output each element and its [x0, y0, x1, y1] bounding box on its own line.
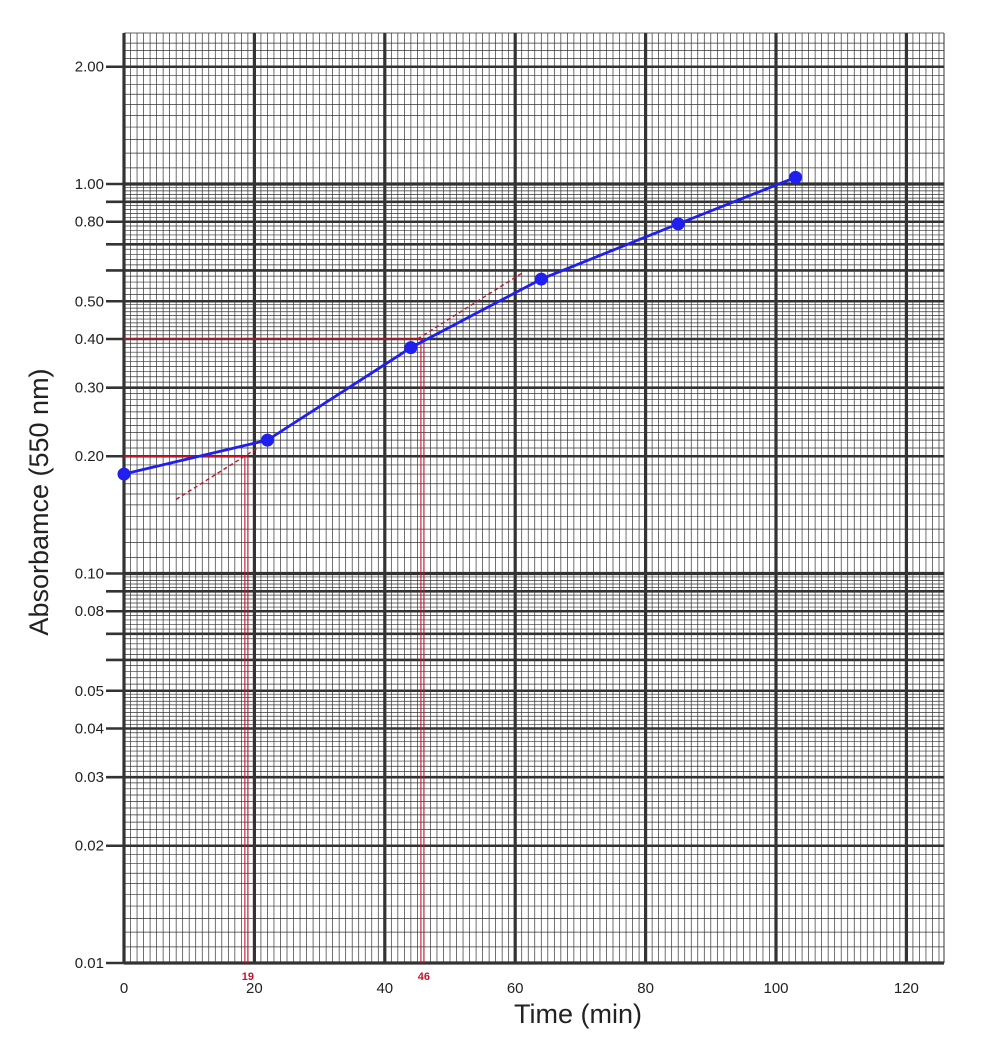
x-tick-label: 0 — [120, 980, 128, 997]
grid — [122, 32, 945, 965]
y-tick-label: 0.50 — [75, 293, 104, 310]
x-axis-title: Time (min) — [514, 999, 642, 1029]
x-tick-label: 80 — [637, 980, 654, 997]
y-tick-label: 0.20 — [75, 448, 104, 465]
x-tick-label: 60 — [507, 980, 524, 997]
x-tick-label: 100 — [763, 980, 788, 997]
y-tick-label: 0.80 — [75, 214, 104, 231]
y-tick-label: 0.40 — [75, 331, 104, 348]
annotation-label: 46 — [418, 971, 430, 983]
series-group — [117, 170, 803, 481]
tangent-dashed-line — [175, 447, 259, 500]
data-point — [789, 170, 803, 184]
annotation-lines — [124, 272, 523, 963]
y-axis-title: Absorbamce (550 nm) — [24, 368, 54, 635]
y-tick-label: 2.00 — [75, 59, 104, 76]
annotation-label: 19 — [242, 971, 254, 983]
y-tick-label: 0.01 — [75, 955, 104, 972]
tick-labels: 2.00 1.00 0.80 0.50 0.40 0.30 0.20 0.10 0.08 0.05… — [75, 59, 919, 997]
y-tick-label: 0.03 — [75, 769, 104, 786]
data-point — [534, 272, 548, 286]
data-point — [117, 467, 131, 481]
y-tick-label: 0.30 — [75, 380, 104, 397]
y-tick-label: 0.02 — [75, 838, 104, 855]
data-point — [404, 341, 418, 355]
y-tick-label: 0.08 — [75, 603, 104, 620]
data-point — [260, 433, 274, 447]
data-point — [671, 217, 685, 231]
y-tick-label: 0.04 — [75, 720, 104, 737]
y-tick-label: 1.00 — [75, 176, 104, 193]
x-tick-label: 40 — [376, 980, 393, 997]
y-tick-label: 0.10 — [75, 566, 104, 583]
y-tick-label: 0.05 — [75, 683, 104, 700]
x-tick-label: 120 — [894, 980, 919, 997]
axis-ticks — [106, 65, 124, 965]
x-tick-label: 20 — [246, 980, 263, 997]
series-line — [123, 176, 797, 476]
